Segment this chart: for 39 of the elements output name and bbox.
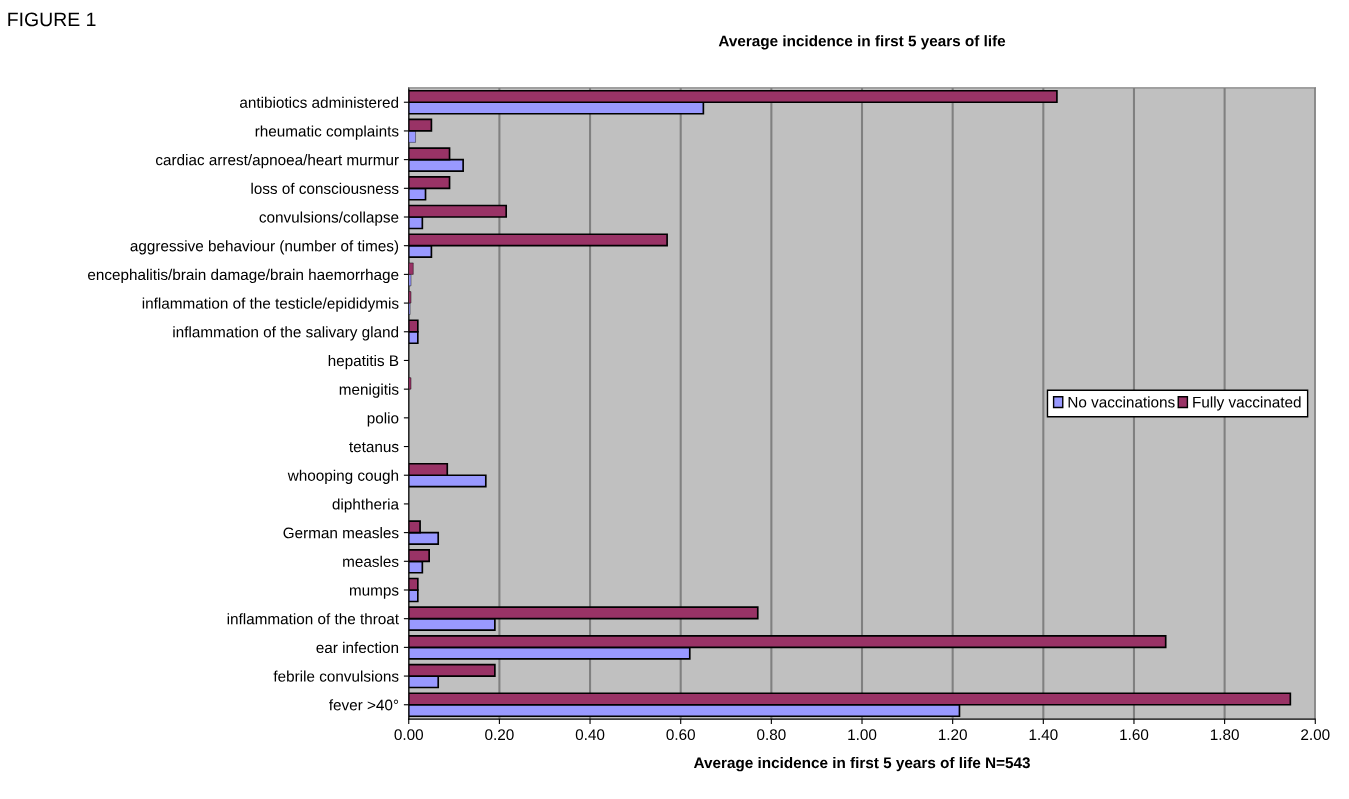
y-tick-label: mumps bbox=[349, 587, 399, 599]
legend-label: No vaccinations bbox=[1068, 396, 1175, 408]
x-axis-title: Average incidence in first 5 years of life N=543 bbox=[693, 756, 1030, 772]
y-tick-label: fever >40° bbox=[329, 699, 399, 711]
y-tick-label: ear infection bbox=[316, 641, 399, 654]
y-tick-label: measles bbox=[343, 555, 399, 567]
x-tick-label: 0.60 bbox=[666, 729, 695, 741]
x-tick-label: 2.00 bbox=[1301, 729, 1330, 741]
y-tick-label: febrile convulsions bbox=[273, 670, 399, 682]
y-tick-label: whooping cough bbox=[287, 469, 399, 484]
y-tick-label: German measles bbox=[283, 527, 399, 539]
x-tick-label: 0.80 bbox=[757, 729, 786, 741]
x-tick-label: 1.60 bbox=[1120, 729, 1149, 741]
y-tick-label: menigitis bbox=[339, 383, 399, 398]
x-tick-label: 1.40 bbox=[1029, 729, 1058, 741]
bar bbox=[408, 377, 412, 390]
y-tick-label: aggressive behaviour (number of times) bbox=[130, 240, 399, 255]
x-tick-label: 0.40 bbox=[575, 729, 605, 741]
y-tick-label: inflammation of the testicle/epididymis bbox=[142, 297, 399, 312]
y-tick-label: cardiac arrest/apnoea/heart murmur bbox=[155, 154, 399, 169]
y-tick-label: convulsions/collapse bbox=[259, 211, 399, 226]
x-tick-label: 1.80 bbox=[1210, 729, 1239, 741]
y-tick-label: hepatitis B bbox=[328, 354, 399, 370]
x-tick-label: 1.00 bbox=[848, 729, 877, 741]
x-tick-label: 0.00 bbox=[394, 729, 424, 741]
chart-title: Average incidence in first 5 years of life bbox=[718, 35, 1006, 50]
caption: FIGURE 1 bbox=[8, 12, 96, 27]
y-tick-label: inflammation of the throat bbox=[227, 613, 399, 625]
y-tick-label: inflammation of the salivary gland bbox=[173, 326, 399, 341]
legend-label: Fully vaccinated bbox=[1193, 396, 1301, 411]
x-tick-label: 1.20 bbox=[938, 729, 967, 741]
y-tick-label: loss of consciousness bbox=[251, 182, 399, 194]
y-tick-label: polio bbox=[367, 412, 399, 427]
y-tick-label: tetanus bbox=[349, 442, 399, 453]
y-tick-label: encephalitis/brain damage/brain haemorrhage bbox=[88, 268, 399, 284]
y-tick-label: rheumatic complaints bbox=[255, 125, 399, 140]
x-tick-label: 0.20 bbox=[485, 729, 514, 741]
y-tick-label: antibiotics administered bbox=[240, 96, 399, 108]
y-tick-label: diphtheria bbox=[332, 498, 400, 513]
